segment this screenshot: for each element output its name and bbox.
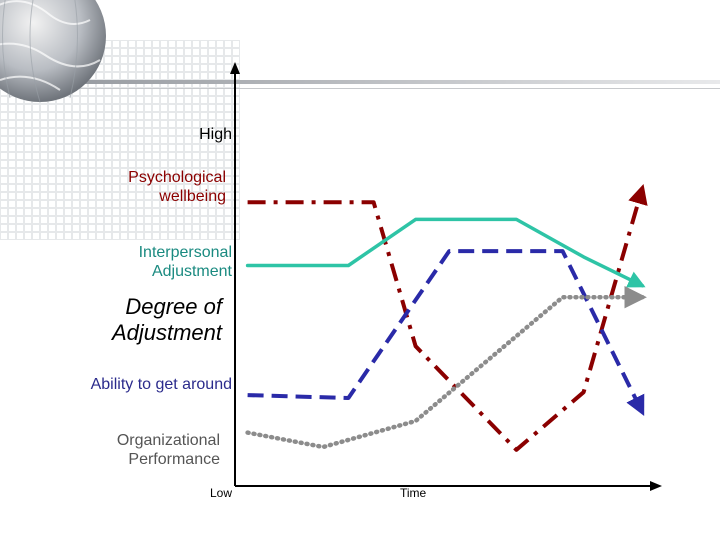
organizational-performance-label: Organizational Performance (117, 431, 220, 469)
interpersonal-label-line1: Interpersonal (138, 244, 232, 261)
y-high-label: High (199, 126, 232, 143)
globe-icon (0, 0, 106, 103)
interpersonal-label-line2: Adjustment (151, 263, 232, 281)
y-axis-title: Degree of Adjustment (112, 294, 222, 347)
background-decoration (0, 0, 720, 240)
series-line-interpersonal-adjustment (245, 217, 646, 288)
y-axis-arrowhead (230, 62, 240, 74)
psychological-wellbeing-label: Psychological wellbeing (128, 168, 226, 206)
interpersonal-adjustment-label: Interpersonal Adjustment (139, 243, 232, 281)
series-line-ability-to-get-around (247, 249, 645, 416)
organizational-label-line1: Organizational (116, 432, 220, 449)
axes (230, 62, 662, 491)
series-line-psychological-wellbeing (247, 183, 648, 452)
ability-to-get-around-label: Ability to get around (90, 376, 232, 393)
series-line-organizational-performance (245, 285, 647, 450)
x-axis-arrowhead (650, 481, 662, 491)
series-layer (245, 183, 648, 452)
x-axis-title: Time (400, 486, 427, 500)
psychological-label-line2: wellbeing (159, 188, 226, 206)
y-axis-title-line2: Adjustment (111, 320, 222, 346)
y-axis-title-line1: Degree of (125, 294, 222, 319)
x-low-tick-label: Low (210, 486, 233, 500)
psychological-label-line1: Psychological (128, 169, 226, 186)
organizational-label-line2: Performance (128, 451, 220, 469)
